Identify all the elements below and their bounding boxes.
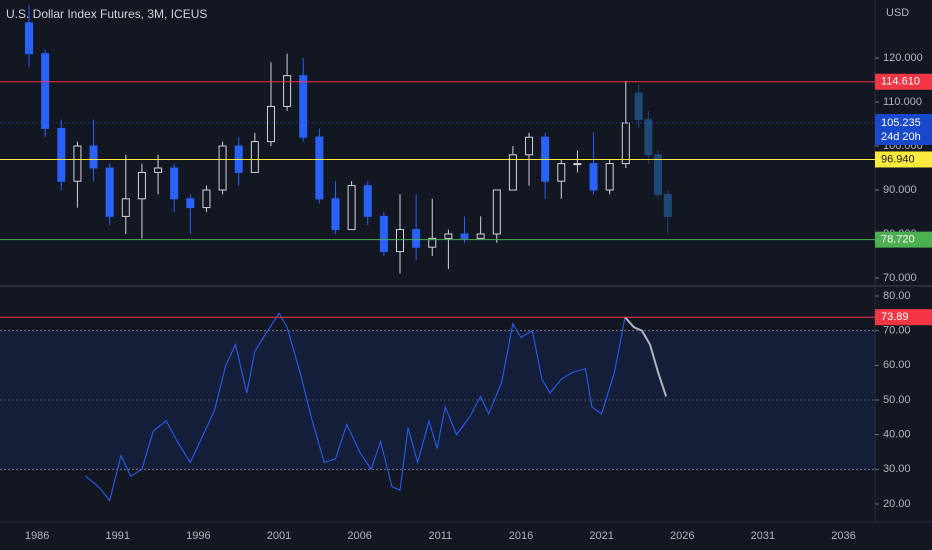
y-tick-label: 110.000 [883, 96, 922, 108]
candle-body [331, 198, 340, 231]
level-label: 73.89 [881, 311, 909, 323]
x-tick-label: 2011 [428, 530, 452, 542]
y-tick-label: 70.00 [883, 325, 911, 337]
candle-body [634, 92, 643, 121]
y-tick-label: 60.00 [883, 359, 911, 371]
x-tick-label: 2016 [509, 530, 533, 542]
candle-body [654, 154, 663, 195]
y-tick-label: 70.000 [883, 272, 917, 284]
plot-layer: 70.00080.00090.000100.000110.000120.0001… [0, 5, 932, 542]
y-tick-label: 80.00 [883, 290, 911, 302]
symbol-title: U.S. Dollar Index Futures, 3M, ICEUS [6, 7, 207, 21]
candle-body [73, 145, 82, 182]
x-tick-label: 2036 [831, 530, 855, 542]
candle-body [573, 163, 582, 166]
x-tick-label: 2006 [347, 530, 371, 542]
countdown-label: 24d 20h [881, 131, 921, 143]
level-label: 96.940 [881, 153, 915, 165]
candle-body [41, 53, 50, 129]
candle-body [315, 136, 324, 200]
candle-body [396, 229, 404, 253]
candle-body [25, 22, 34, 55]
level-box [875, 151, 932, 168]
level-box [875, 231, 932, 248]
candle-body [154, 167, 163, 173]
x-tick-label: 2001 [267, 530, 291, 542]
candle-body [89, 145, 98, 169]
x-tick-label: 1991 [105, 530, 129, 542]
last-price-label: 105.235 [881, 117, 921, 129]
candle-body [621, 122, 630, 165]
candle-body [589, 163, 598, 191]
candle-body [57, 127, 66, 182]
candle-body [412, 229, 421, 248]
level-label: 78.720 [881, 234, 915, 246]
candle-body [605, 163, 614, 191]
rsi-line [624, 316, 668, 397]
candle-body [202, 189, 211, 209]
y-tick-label: 30.00 [883, 463, 911, 475]
candle-body [363, 185, 372, 217]
rsi-line [85, 312, 626, 502]
candle-body [105, 167, 114, 217]
candle-body [460, 233, 469, 239]
candle-body [492, 189, 501, 235]
candle-body [266, 105, 275, 143]
x-tick-label: 2026 [670, 530, 694, 542]
candle-body [218, 145, 227, 191]
x-tick-label: 2021 [589, 530, 613, 542]
candle-body [525, 136, 534, 156]
level-label: 114.610 [881, 76, 920, 88]
candle-body [557, 163, 566, 182]
candle-body [299, 75, 308, 138]
level-box [875, 309, 932, 326]
candle-body [250, 141, 259, 173]
last-price-box [875, 113, 932, 145]
x-tick-label: 2031 [751, 530, 775, 542]
x-tick-label: 1996 [186, 530, 210, 542]
candle-body [663, 193, 672, 217]
candle-body [283, 75, 292, 107]
level-box [875, 73, 932, 90]
candle-body [186, 198, 195, 209]
currency: USD [886, 7, 909, 19]
candle-body [347, 185, 356, 231]
y-tick-label: 90.000 [883, 184, 917, 196]
candle-body [170, 167, 179, 200]
candle-body [508, 154, 517, 191]
y-tick-label: 20.00 [883, 498, 911, 510]
candle-body [121, 198, 130, 217]
x-tick-label: 1986 [25, 530, 49, 542]
candle-body [428, 237, 437, 248]
candle-body [137, 171, 146, 200]
candle-body [476, 233, 485, 239]
y-tick-label: 40.00 [883, 429, 911, 441]
y-tick-label: 50.00 [883, 394, 911, 406]
candle-body [379, 215, 388, 253]
candle-body [444, 233, 453, 239]
y-tick-label: 120.000 [883, 52, 923, 64]
candle-body [644, 119, 653, 156]
